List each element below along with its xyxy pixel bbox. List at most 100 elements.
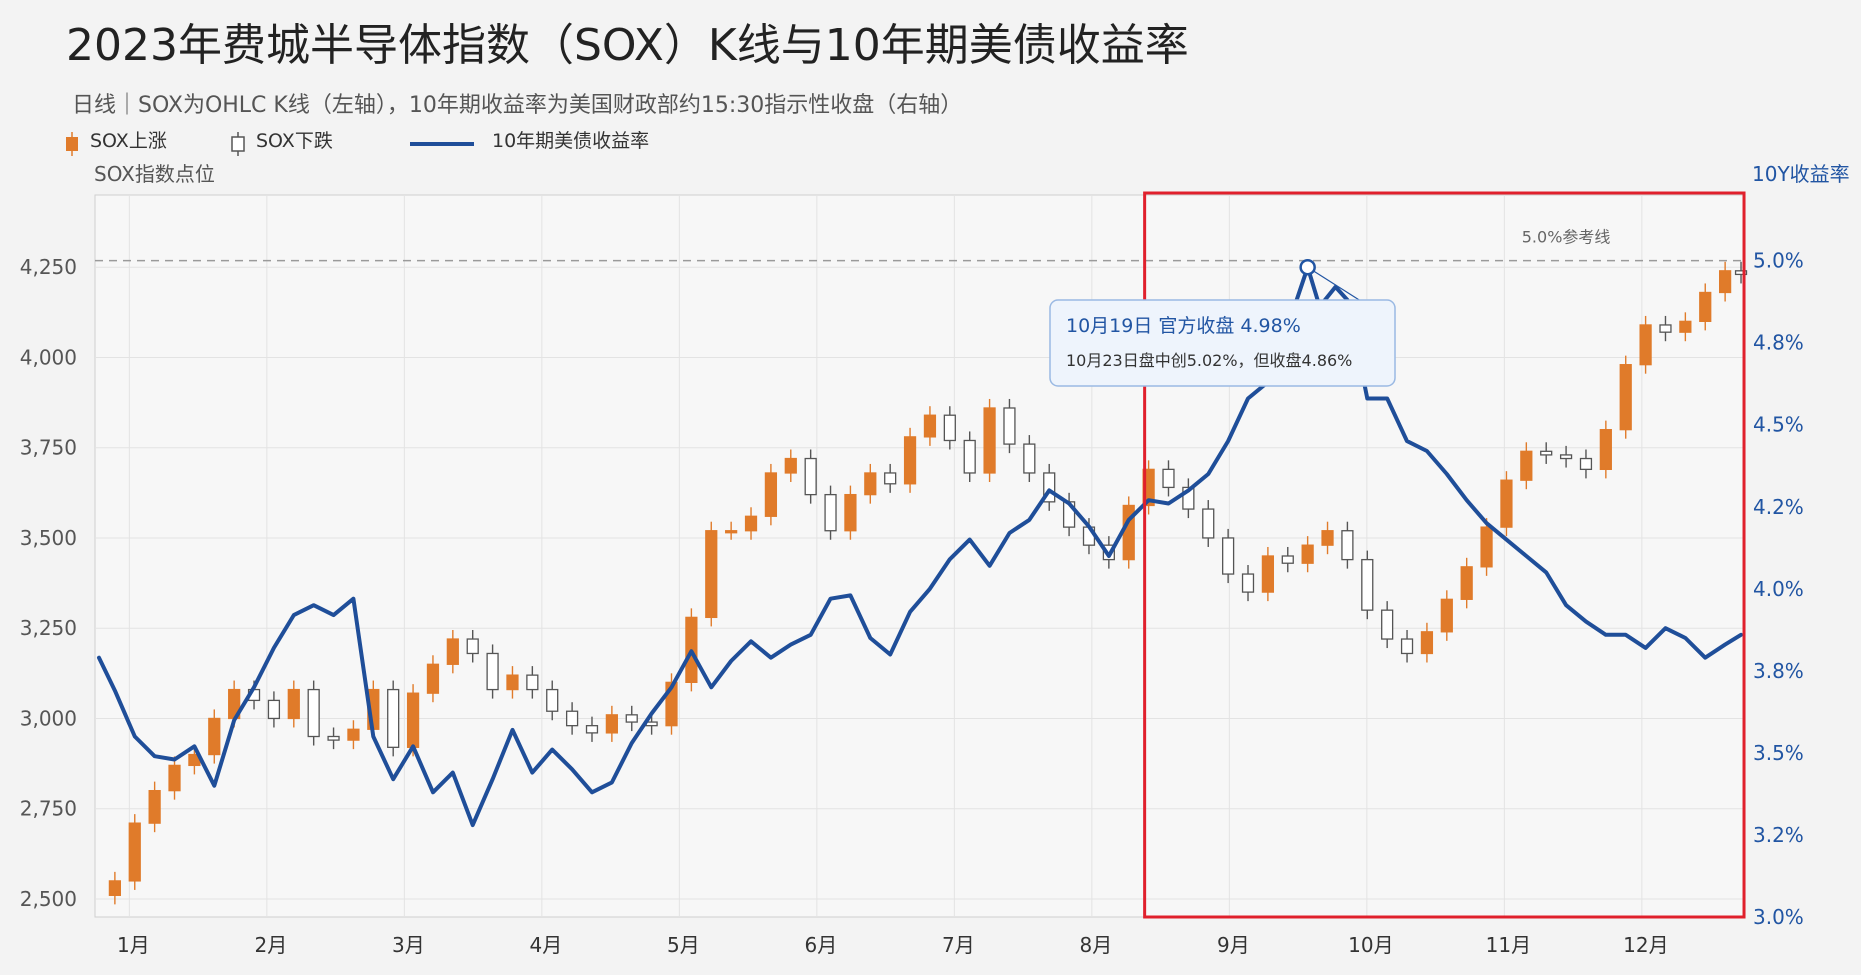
- candle-up: [764, 472, 778, 517]
- candle-down: [1579, 457, 1593, 471]
- candle-up: [844, 493, 857, 532]
- candle-up: [1261, 555, 1275, 593]
- x-tick-label: 9月: [1217, 933, 1250, 957]
- candle-up: [347, 728, 360, 741]
- left-tick-label: 2,750: [20, 797, 77, 821]
- highlight-box: [1143, 191, 1746, 919]
- candle-up: [426, 663, 440, 694]
- legend-down-icon: [231, 132, 245, 156]
- right-tick-label: 3.0%: [1753, 905, 1804, 929]
- candle-up: [1679, 320, 1692, 333]
- candle-down: [1540, 450, 1553, 456]
- chart-title: 2023年费城半导体指数（SOX）K线与10年期美债收益率: [66, 20, 1189, 71]
- candle-up: [784, 457, 797, 474]
- left-tick-label: 3,250: [20, 616, 77, 640]
- candle-down: [884, 472, 897, 485]
- right-tick-label: 4.0%: [1753, 577, 1804, 601]
- candle-down: [1202, 508, 1215, 539]
- right-tick-label: 3.8%: [1753, 659, 1804, 683]
- right-tick-label: 3.2%: [1753, 823, 1804, 847]
- right-tick-label: 3.5%: [1753, 741, 1804, 765]
- candle-up: [1460, 566, 1473, 600]
- candle-down: [1659, 324, 1672, 333]
- left-tick-label: 3,000: [20, 706, 77, 730]
- annotation-title: 10月19日 官方收盘 4.98%: [1066, 315, 1301, 337]
- x-tick-label: 5月: [667, 933, 700, 957]
- yield-line: [97, 265, 1743, 828]
- x-tick-label: 1月: [117, 933, 150, 957]
- candle-down: [327, 735, 340, 741]
- left-tick-label: 4,250: [20, 255, 77, 279]
- candle-down: [307, 688, 320, 738]
- legend-up-icon: [66, 132, 78, 156]
- candle-up: [1301, 544, 1314, 564]
- candle-up: [864, 472, 877, 496]
- annotation-marker: [1299, 258, 1316, 276]
- left-tick-label: 3,500: [20, 526, 77, 550]
- candle-down: [565, 710, 579, 727]
- candle-up: [1500, 479, 1513, 528]
- right-tick-label: 4.2%: [1753, 495, 1804, 519]
- candle-up: [1719, 270, 1732, 294]
- yield-series: [97, 265, 1743, 828]
- x-tick-label: 7月: [942, 933, 975, 957]
- candle-up: [168, 764, 181, 792]
- x-tick-label: 2月: [255, 933, 288, 957]
- legend-up-label: SOX上涨: [90, 130, 167, 152]
- candle-up: [1321, 530, 1334, 546]
- candle-down: [1400, 638, 1414, 655]
- x-tick-label: 10月: [1348, 933, 1393, 957]
- candle-down: [943, 414, 956, 442]
- candle-up: [1699, 291, 1712, 323]
- legend-yield-label: 10年期美债收益率: [492, 130, 649, 152]
- candle-down: [1162, 468, 1175, 489]
- candle-up: [1520, 450, 1533, 481]
- candle-down: [585, 725, 599, 734]
- candle-up: [1440, 598, 1453, 633]
- candle-up: [983, 407, 996, 474]
- candle-up: [446, 638, 459, 665]
- candle-down: [1734, 270, 1748, 276]
- candle-down: [1559, 454, 1573, 460]
- reference-line: 5.0%参考线: [95, 228, 1745, 262]
- candle-down: [466, 638, 479, 655]
- candle-down: [1361, 558, 1374, 611]
- left-tick-label: 2,500: [20, 887, 77, 911]
- chart-subtitle: 日线｜SOX为OHLC K线（左轴），10年期收益率为美国财政部约15:30指示…: [72, 93, 962, 118]
- right-axis-label: 10Y收益率: [1752, 162, 1850, 186]
- x-tick-label: 8月: [1080, 933, 1113, 957]
- candle-down: [1003, 407, 1016, 445]
- candle-down: [1222, 537, 1235, 575]
- left-axis-label: SOX指数点位: [94, 162, 215, 186]
- candle-down: [1023, 443, 1036, 474]
- candle-down: [1241, 573, 1255, 593]
- left-tick-label: 4,000: [20, 345, 77, 369]
- highlight-region: [1143, 191, 1746, 919]
- x-tick-label: 6月: [805, 933, 838, 957]
- left-axis: 2,500 2,750 3,000 3,250 3,500 3,750 4,000 4,250: [20, 255, 77, 911]
- candle-down: [267, 699, 281, 720]
- candle-down: [1043, 472, 1056, 503]
- candle-up: [108, 880, 121, 896]
- candle-up: [903, 436, 917, 485]
- x-tick-label: 3月: [392, 933, 425, 957]
- candle-down: [963, 439, 976, 474]
- plot-area: [94, 194, 1746, 918]
- candle-up: [287, 688, 300, 720]
- candle-down: [1341, 530, 1354, 561]
- right-axis: 3.0% 3.2% 3.5% 3.8% 4.0% 4.2% 4.5% 4.8% 5.0%: [1753, 249, 1804, 929]
- annotation-text: 10月23日盘中创5.02%，但收盘4.86%: [1066, 351, 1352, 370]
- candle-up: [605, 714, 618, 734]
- candle-up: [705, 530, 718, 619]
- candle-down: [546, 688, 559, 712]
- candle-down: [486, 652, 499, 691]
- candle-down: [804, 457, 817, 496]
- candle-up: [1480, 526, 1493, 568]
- right-tick-label: 4.8%: [1753, 331, 1804, 355]
- candle-down: [1281, 555, 1294, 564]
- candle-up: [406, 692, 420, 748]
- reference-line-label: 5.0%参考线: [1522, 228, 1611, 247]
- x-tick-label: 11月: [1486, 933, 1531, 957]
- annotation-box: [1049, 299, 1396, 387]
- candle-up: [1420, 631, 1434, 655]
